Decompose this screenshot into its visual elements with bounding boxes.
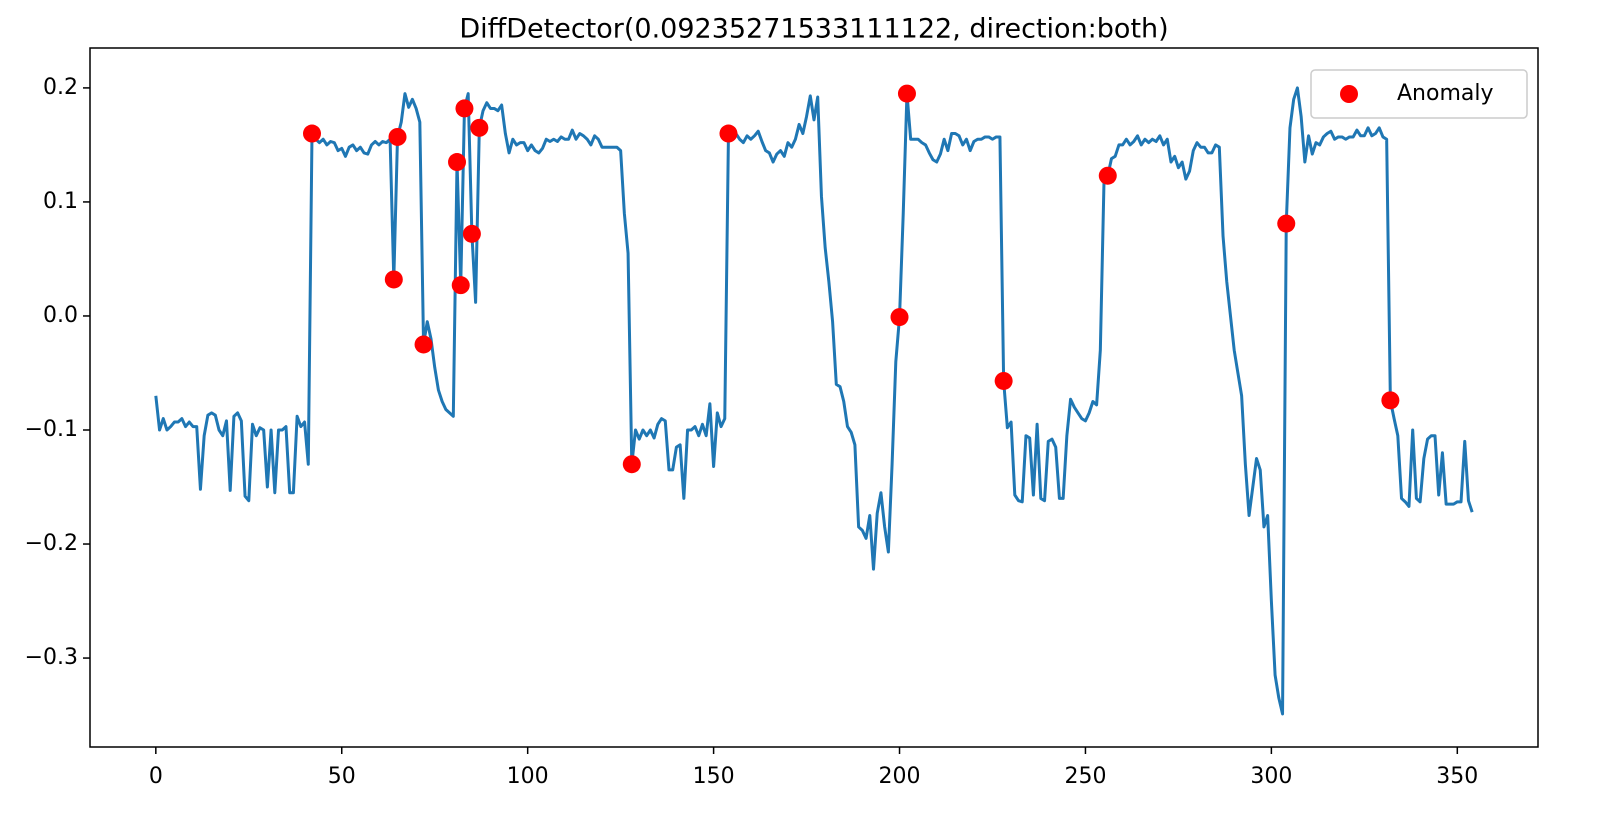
x-tick-label: 0	[149, 764, 163, 789]
y-tick-label: −0.3	[25, 645, 78, 670]
anomaly-point	[302, 124, 321, 143]
anomaly-point	[897, 84, 916, 103]
y-tick-label: −0.1	[25, 417, 78, 442]
y-tick-label: 0.0	[43, 303, 78, 328]
anomaly-point	[448, 153, 467, 172]
anomaly-point	[470, 118, 489, 137]
x-tick-label: 250	[1064, 764, 1106, 789]
y-tick-label: 0.1	[43, 189, 78, 214]
chart-title: DiffDetector(0.09235271533111122, direct…	[459, 14, 1168, 45]
y-tick-label: 0.2	[43, 75, 78, 100]
x-tick-label: 350	[1436, 764, 1478, 789]
anomaly-point	[414, 335, 433, 354]
y-tick-label: −0.2	[25, 531, 78, 556]
anomaly-point	[890, 308, 909, 327]
x-tick-label: 100	[507, 764, 549, 789]
x-tick-label: 50	[328, 764, 356, 789]
anomaly-point	[451, 276, 470, 295]
anomaly-point	[455, 99, 474, 118]
anomaly-point	[1277, 214, 1296, 233]
plot-frame	[89, 47, 1539, 748]
anomaly-point	[384, 270, 403, 289]
anomaly-point	[719, 124, 738, 143]
legend-label: Anomaly	[1397, 81, 1494, 106]
x-tick-label: 200	[879, 764, 921, 789]
x-tick-label: 300	[1250, 764, 1292, 789]
anomaly-point	[388, 127, 407, 146]
anomaly-point	[994, 371, 1013, 390]
legend-box	[1310, 69, 1528, 119]
anomaly-point	[1381, 391, 1400, 410]
legend-marker	[1340, 85, 1358, 103]
x-tick-label: 150	[693, 764, 735, 789]
data-line	[154, 86, 1474, 716]
anomaly-point	[1098, 166, 1117, 185]
anomaly-point	[622, 455, 641, 474]
anomaly-point	[462, 224, 481, 243]
